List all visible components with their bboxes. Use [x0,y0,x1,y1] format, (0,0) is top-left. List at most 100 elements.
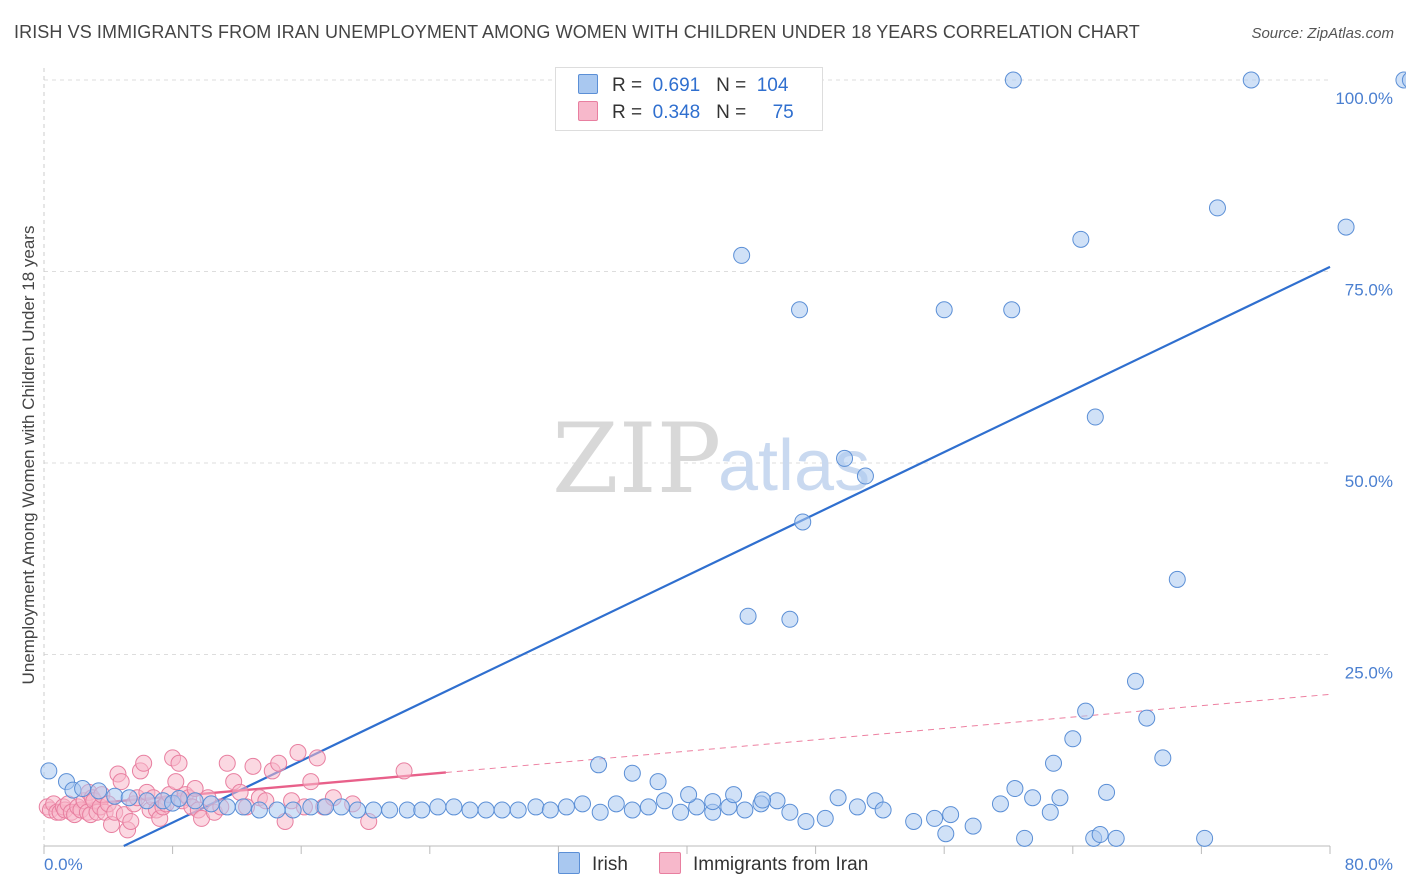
irish-point-59 [1006,780,1024,798]
irish-point-29 [477,801,495,819]
irish-point-28 [461,801,479,819]
legend-irish-n-value: 104 [756,75,789,96]
irish-point-23 [381,801,399,819]
irish-point-12 [202,795,220,813]
irish-point-30 [493,801,511,819]
y-tick-label-2: 75.0% [1345,281,1393,300]
irish-point-37 [607,795,625,813]
iran-point-26 [112,773,130,791]
iran-point-55 [218,754,236,772]
irish-point-91 [1401,72,1406,88]
irish-point-6 [120,789,138,807]
legend-irish-r-value: 0.691 [652,75,701,96]
irish-point-98 [649,773,667,791]
chart-title: IRISH VS IMMIGRANTS FROM IRAN UNEMPLOYME… [14,22,1140,42]
irish-point-35 [574,795,592,813]
iran-point-66 [289,744,307,762]
irish-point-67 [1126,672,1144,690]
irish-point-17 [284,801,302,819]
irish-point-65 [1077,702,1095,720]
irish-point-82 [733,246,751,264]
irish-point-79 [794,513,812,531]
irish-point-66 [1098,783,1116,801]
irish-point-56 [926,809,944,827]
irish-point-55 [905,812,923,830]
x-tick-label-min: 0.0% [44,855,83,874]
iran-point-63 [270,754,288,772]
irish-point-63 [1051,789,1069,807]
irish-point-0 [40,762,58,780]
watermark: ZIP atlas [552,403,870,515]
irish-point-14 [234,798,252,816]
iran-trendline-2 [445,693,1331,773]
legend-iran-r-label: R = [612,102,643,123]
irish-point-10 [170,790,188,808]
irish-point-22 [365,801,383,819]
irish-point-58 [991,795,1009,813]
irish-point-80 [836,449,854,467]
irish-point-47 [768,792,786,810]
irish-point-40 [655,792,673,810]
source-label: Source: ZipAtlas.com [1251,25,1394,42]
irish-point-21 [348,801,366,819]
irish-point-50 [816,809,834,827]
irish-point-25 [413,801,431,819]
x-tick-label-max: 80.0% [1345,855,1393,874]
legend-row-irish: R = 0.691 N = 104 [578,74,788,100]
irish-point-62 [1045,754,1063,772]
irish-point-95 [1242,71,1260,89]
irish-point-89 [1337,218,1355,236]
legend-irish-r-label: R = [612,75,643,96]
irish-point-42 [688,798,706,816]
y-axis-ticks: 25.0% 50.0% 75.0% 100.0% [1335,89,1393,683]
bottom-legend-irish: Irish [558,852,628,876]
irish-point-49 [797,812,815,830]
irish-point-100 [680,786,698,804]
irish-point-4 [90,782,108,800]
irish-point-84 [935,301,953,319]
irish-point-99 [590,756,608,774]
bottom-legend-iran-label: Immigrants from Iran [693,854,869,875]
irish-point-19 [316,798,334,816]
legend-iran-n-value: 75 [772,102,794,123]
legend-irish-n-label: N = [716,75,747,96]
irish-point-39 [639,798,657,816]
irish-point-85 [1003,301,1021,319]
iran-point-44 [170,754,188,772]
irish-point-26 [429,798,447,816]
irish-point-88 [1208,199,1226,217]
iran-point-64 [276,812,294,830]
irish-point-78 [781,610,799,628]
irish-point-34 [557,798,575,816]
iran-point-74 [395,762,413,780]
irish-point-72 [1107,829,1125,847]
y-axis-title: Unemployment Among Women with Children U… [19,226,38,685]
irish-point-7 [138,792,156,810]
irish-point-102 [754,791,772,809]
irish-point-31 [509,801,527,819]
irish-point-81 [856,467,874,485]
irish-point-15 [250,801,268,819]
irish-point-61 [1041,803,1059,821]
irish-point-41 [672,803,690,821]
irish-point-11 [186,792,204,810]
irish-point-33 [541,801,559,819]
irish-point-69 [1154,749,1172,767]
irish-point-24 [398,801,416,819]
irish-point-38 [623,801,641,819]
iran-point-57 [231,783,249,801]
irish-point-68 [1138,709,1156,727]
iran-point-68 [302,773,320,791]
iran-legend-swatch-icon [659,852,681,874]
irish-point-57 [942,806,960,824]
irish-point-73 [1091,826,1109,844]
iran-point-29 [122,812,140,830]
irish-point-74 [1016,829,1034,847]
iran-point-33 [135,754,153,772]
irish-point-5 [106,787,124,805]
irish-point-103 [704,793,722,811]
legend-iran-n-label: N = [716,102,747,123]
irish-point-87 [1168,570,1186,588]
irish-point-64 [1064,730,1082,748]
